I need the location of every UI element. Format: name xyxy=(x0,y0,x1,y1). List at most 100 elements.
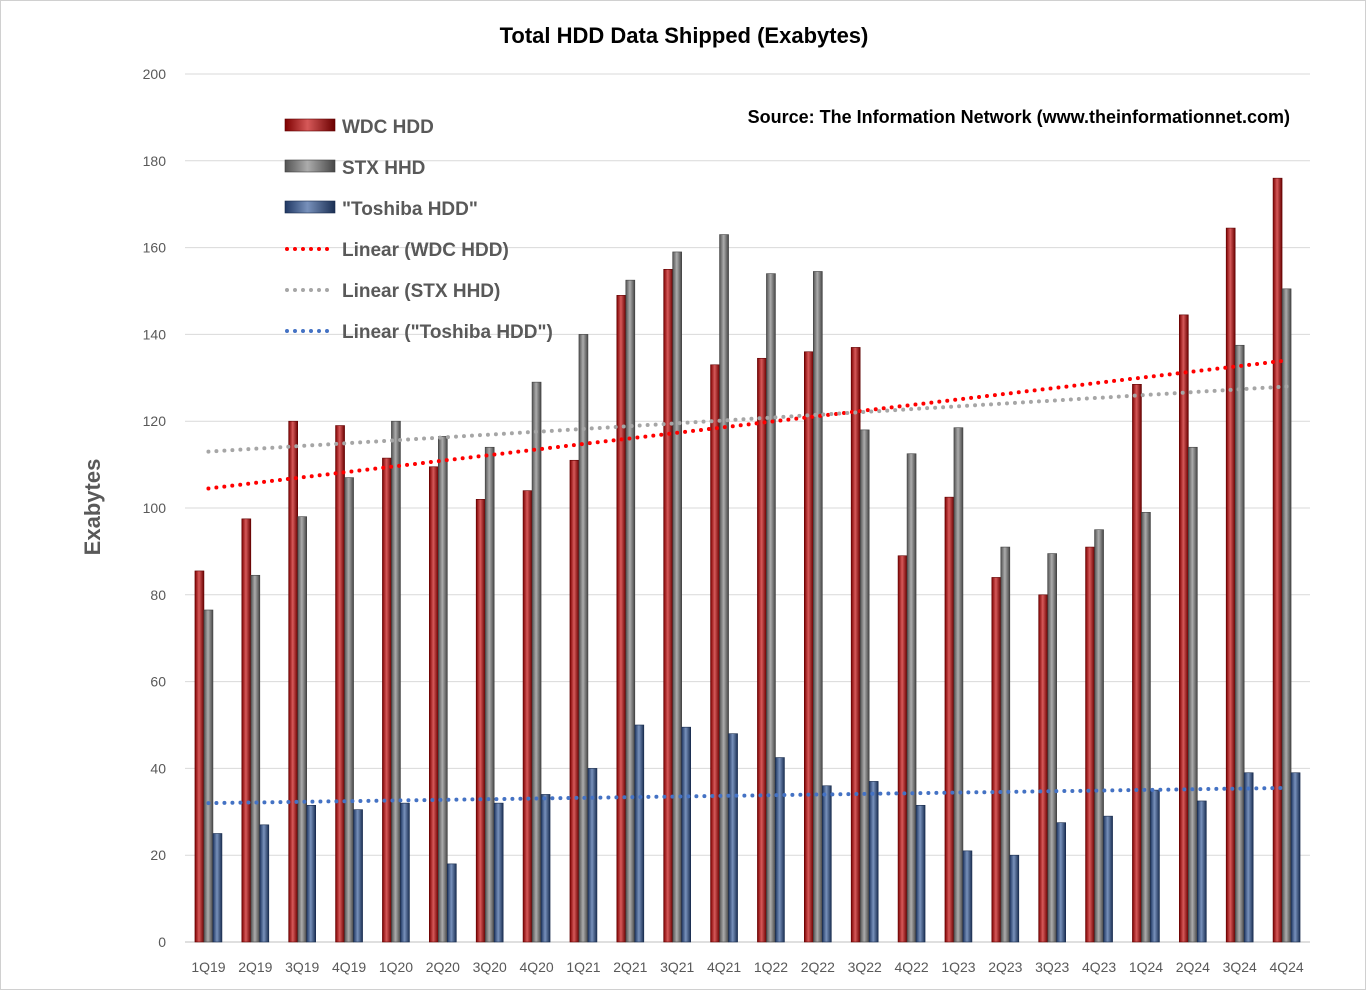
bar xyxy=(335,425,345,943)
bar xyxy=(540,794,551,943)
y-axis-label: Exabytes xyxy=(80,459,105,556)
x-tick-label: 3Q24 xyxy=(1223,959,1257,975)
x-tick-label: 2Q19 xyxy=(238,959,272,975)
bar xyxy=(944,496,955,943)
bar xyxy=(1234,344,1245,943)
x-tick-label: 1Q21 xyxy=(566,959,600,975)
bar xyxy=(915,804,926,943)
source-note: Source: The Information Network (www.the… xyxy=(748,107,1290,127)
bar xyxy=(353,809,363,943)
y-tick-label: 120 xyxy=(143,413,167,429)
bar xyxy=(475,499,486,943)
y-tick-label: 20 xyxy=(150,847,166,863)
bar xyxy=(1272,177,1283,943)
bar xyxy=(681,726,691,943)
bar xyxy=(447,863,457,943)
bar xyxy=(241,518,252,943)
bar xyxy=(587,768,598,943)
bar xyxy=(531,381,542,943)
bar xyxy=(484,446,495,943)
bar xyxy=(775,757,785,943)
bar xyxy=(850,347,861,943)
bar xyxy=(212,833,223,943)
bar xyxy=(616,295,627,943)
x-tick-label: 3Q21 xyxy=(660,959,694,975)
x-tick-label: 2Q24 xyxy=(1176,959,1210,975)
bar xyxy=(391,420,401,943)
x-tick-label: 3Q22 xyxy=(848,959,882,975)
x-tick-label: 1Q22 xyxy=(754,959,788,975)
legend-label: WDC HDD xyxy=(342,117,434,138)
bar xyxy=(859,429,870,943)
legend-label: "Toshiba HDD" xyxy=(342,199,478,220)
gridlines xyxy=(185,73,1310,943)
legend-swatch xyxy=(284,159,336,173)
y-tick-label: 60 xyxy=(150,674,166,690)
x-tick-label: 1Q24 xyxy=(1129,959,1163,975)
y-tick-label: 0 xyxy=(158,934,166,950)
bar xyxy=(757,357,767,943)
bar xyxy=(822,785,832,943)
y-tick-label: 40 xyxy=(150,760,166,776)
legend-swatch xyxy=(284,118,336,132)
legend: WDC HDD STX HHD "Toshiba HDD" Linear (WDC H… xyxy=(284,117,553,343)
bar xyxy=(1085,546,1095,943)
bar xyxy=(1225,227,1236,943)
bar xyxy=(400,802,410,943)
y-tick-label: 80 xyxy=(150,587,166,603)
bar xyxy=(766,273,776,943)
bar xyxy=(194,570,205,943)
bar xyxy=(728,733,738,943)
x-tick-label: 2Q23 xyxy=(988,959,1022,975)
bar xyxy=(1094,529,1104,943)
bar xyxy=(897,555,908,943)
y-axis-ticks: 0 20 40 60 80 100 120 140 160 180 200 xyxy=(143,66,167,950)
legend-label: Linear (STX HHD) xyxy=(342,281,500,302)
bars xyxy=(194,177,1301,943)
x-tick-label: 4Q20 xyxy=(519,959,553,975)
y-tick-label: 140 xyxy=(143,326,167,342)
bar xyxy=(962,850,973,943)
bar xyxy=(719,234,729,943)
x-tick-label: 3Q20 xyxy=(473,959,507,975)
bar xyxy=(634,724,645,943)
bar xyxy=(663,268,673,943)
bar xyxy=(672,251,682,943)
bar xyxy=(1047,553,1057,943)
legend-label: STX HHD xyxy=(342,158,425,179)
bar xyxy=(259,824,270,943)
bar xyxy=(804,351,814,943)
bar xyxy=(868,781,879,943)
legend-label: Linear (WDC HDD) xyxy=(342,240,509,261)
bar xyxy=(1243,772,1254,943)
bar xyxy=(578,334,589,943)
bar xyxy=(1038,594,1048,943)
y-tick-label: 160 xyxy=(143,240,167,256)
bar xyxy=(991,577,1002,943)
bar xyxy=(344,477,354,943)
bar xyxy=(1141,512,1151,943)
x-tick-label: 4Q19 xyxy=(332,959,366,975)
x-axis-ticks: 1Q19 2Q19 3Q19 4Q19 1Q20 2Q20 3Q20 4Q20 1Q21 2Q21… xyxy=(191,959,1304,975)
x-tick-label: 3Q19 xyxy=(285,959,319,975)
bar xyxy=(1150,789,1160,943)
y-tick-label: 180 xyxy=(143,153,167,169)
bar xyxy=(1132,384,1142,943)
bar xyxy=(1103,815,1113,943)
bar xyxy=(906,453,917,943)
bar xyxy=(1056,822,1066,943)
x-tick-label: 2Q20 xyxy=(426,959,460,975)
x-tick-label: 3Q23 xyxy=(1035,959,1069,975)
bar xyxy=(306,804,316,943)
bar xyxy=(493,802,504,943)
bar xyxy=(382,457,392,943)
bar xyxy=(1197,800,1207,943)
trendline xyxy=(206,384,1289,454)
y-tick-label: 200 xyxy=(143,66,167,82)
bar xyxy=(953,427,964,943)
bar xyxy=(250,574,261,943)
legend-label: Linear ("Toshiba HDD") xyxy=(342,322,553,343)
bar xyxy=(429,466,439,943)
legend-swatch xyxy=(284,200,336,214)
trendline xyxy=(206,785,1289,806)
